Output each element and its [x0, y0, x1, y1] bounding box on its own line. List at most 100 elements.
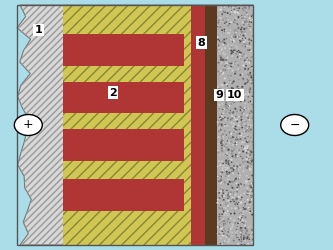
Point: [229, 206, 234, 210]
Point: [244, 228, 250, 232]
Point: [248, 128, 253, 132]
Point: [246, 23, 251, 27]
Point: [223, 118, 228, 122]
Point: [238, 235, 244, 239]
Point: [245, 144, 251, 148]
Point: [246, 92, 251, 96]
Point: [238, 40, 243, 44]
Point: [234, 50, 240, 54]
Point: [247, 200, 252, 204]
Point: [246, 233, 252, 237]
Point: [220, 220, 226, 224]
Text: 2: 2: [109, 88, 117, 98]
Point: [224, 188, 229, 192]
Point: [221, 210, 226, 214]
Point: [242, 13, 248, 17]
Point: [226, 198, 231, 202]
Point: [234, 110, 239, 114]
Point: [246, 122, 251, 126]
Bar: [63, 29, 191, 71]
Point: [228, 216, 234, 220]
Point: [244, 150, 249, 154]
Point: [220, 231, 225, 235]
Point: [222, 90, 227, 94]
Point: [222, 5, 227, 9]
Point: [242, 145, 247, 149]
Text: −: −: [289, 118, 300, 132]
Point: [238, 193, 243, 197]
Point: [246, 129, 251, 133]
Point: [235, 10, 240, 14]
Point: [235, 138, 241, 141]
Point: [245, 190, 250, 194]
Point: [224, 169, 229, 173]
Point: [235, 9, 241, 13]
Point: [221, 10, 227, 14]
Point: [237, 215, 242, 219]
Point: [218, 48, 223, 52]
Point: [224, 152, 230, 156]
Point: [248, 194, 253, 198]
Point: [225, 206, 231, 210]
Point: [216, 39, 221, 43]
Point: [239, 146, 244, 150]
Point: [249, 198, 254, 202]
Point: [228, 166, 234, 170]
Point: [234, 168, 240, 172]
Point: [225, 24, 231, 28]
Point: [245, 74, 250, 78]
Point: [219, 175, 224, 179]
Point: [218, 56, 224, 60]
Point: [219, 212, 225, 216]
Point: [230, 180, 235, 184]
Point: [241, 112, 246, 116]
Point: [224, 100, 229, 104]
Point: [237, 221, 242, 225]
Point: [246, 161, 251, 165]
Point: [245, 90, 250, 94]
Point: [242, 220, 248, 224]
Point: [220, 198, 225, 202]
Point: [240, 20, 246, 24]
Point: [247, 48, 252, 52]
Point: [230, 222, 236, 226]
Point: [220, 208, 225, 212]
Point: [221, 6, 226, 10]
Point: [226, 136, 231, 140]
Point: [218, 8, 223, 12]
Point: [223, 20, 229, 24]
Point: [243, 106, 249, 110]
Point: [248, 86, 253, 90]
Point: [234, 52, 239, 56]
Point: [224, 235, 229, 239]
Point: [249, 150, 254, 154]
Bar: [63, 124, 184, 129]
Point: [241, 37, 247, 41]
Point: [243, 10, 248, 14]
Point: [238, 53, 243, 57]
Point: [224, 170, 229, 174]
Point: [219, 8, 224, 12]
Point: [229, 180, 234, 184]
Point: [239, 216, 244, 220]
Point: [247, 152, 252, 156]
Bar: [63, 211, 184, 216]
Point: [222, 144, 227, 148]
Point: [221, 213, 227, 217]
Point: [236, 183, 241, 187]
Point: [222, 21, 227, 25]
Point: [219, 229, 224, 233]
Point: [243, 38, 248, 42]
Point: [250, 13, 255, 17]
Bar: [191, 5, 206, 245]
Point: [224, 15, 229, 19]
Point: [250, 176, 255, 180]
Point: [239, 196, 244, 200]
Point: [238, 182, 244, 186]
Point: [219, 172, 224, 176]
Point: [247, 118, 252, 122]
Point: [244, 157, 250, 161]
Point: [239, 220, 244, 224]
Point: [230, 99, 235, 103]
Point: [216, 222, 221, 226]
